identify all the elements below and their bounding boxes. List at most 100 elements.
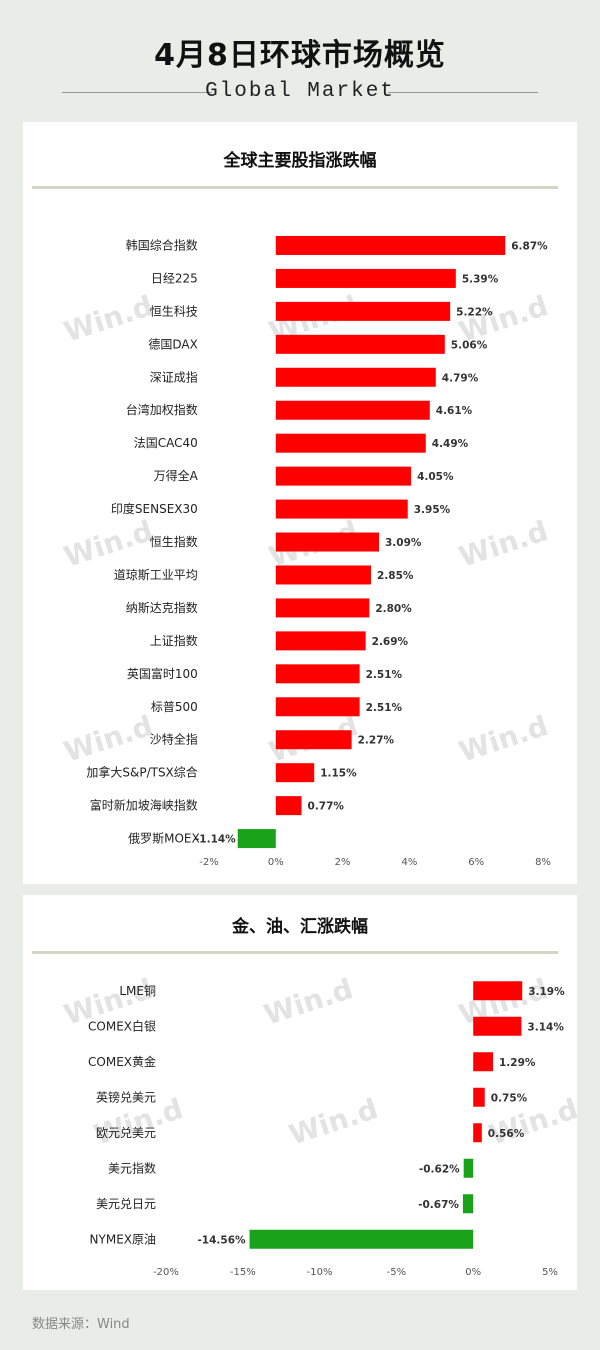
commodity-bar [473, 1016, 522, 1036]
stock-value-label: 5.22% [456, 306, 493, 318]
commodity-tick-label: 0% [465, 1267, 481, 1278]
commodity-category-label: 美元兑日元 [96, 1197, 156, 1211]
commodity-bar [473, 981, 523, 1001]
stock-category-label: 深证成指 [150, 369, 198, 384]
commodity-tick-label: 5% [542, 1267, 558, 1278]
stock-watermark: Win.d [455, 514, 552, 574]
commodity-watermark: Win.d [260, 972, 357, 1032]
header: 4月8日环球市场概览 Global Market [0, 0, 600, 122]
commodity-watermark: Win.d [285, 1092, 382, 1152]
commodity-tick-label: -20% [153, 1267, 179, 1278]
commodity-category-label: COMEX黄金 [88, 1054, 156, 1069]
stock-category-label: 上证指数 [150, 633, 198, 648]
commodity-bar [463, 1158, 474, 1178]
stock-value-label: 4.79% [442, 372, 479, 384]
stock-value-label: 4.05% [417, 471, 454, 483]
stock-tick-label: 2% [335, 857, 351, 868]
commodity-bar [473, 1123, 482, 1143]
stock-watermark: Win.d [60, 709, 157, 769]
stock-value-label: 1.15% [320, 768, 357, 780]
stock-bar [275, 235, 506, 255]
stock-value-label: 5.06% [451, 339, 488, 351]
stock-tick-label: 0% [268, 857, 284, 868]
stock-category-label: 德国DAX [148, 336, 197, 351]
stock-value-label: 2.27% [358, 735, 395, 747]
stock-value-label: 2.80% [375, 603, 412, 615]
stock-watermark: Win.d [60, 289, 157, 349]
commodity-value-label: 0.56% [488, 1128, 525, 1140]
stock-bar [275, 433, 426, 453]
commodity-tick-label: -10% [307, 1267, 333, 1278]
commodity-category-label: 欧元兑美元 [96, 1126, 156, 1140]
stock-bar [275, 631, 366, 651]
stock-category-label: 标普500 [151, 700, 198, 714]
stock-chart-title: 全球主要股指涨跌幅 [223, 151, 377, 171]
subtitle-row: Global Market [62, 78, 538, 106]
stock-watermark: Win.d [455, 709, 552, 769]
commodity-bar [473, 1052, 494, 1072]
stock-value-label: -1.14% [195, 834, 236, 846]
stock-bar [275, 598, 370, 618]
stock-index-chart: Win.dWin.dWin.dWin.dWin.dWin.dWin.dWin.d… [60, 235, 552, 868]
stock-tick-label: 8% [535, 857, 551, 868]
stock-bar [275, 466, 412, 486]
commodity-tick-label: -15% [230, 1267, 256, 1278]
stock-tick-label: -2% [199, 857, 218, 868]
stock-value-label: 2.69% [372, 636, 409, 648]
commodity-category-label: COMEX白银 [88, 1018, 156, 1033]
stock-category-label: 沙特全指 [150, 732, 198, 747]
stock-bar [237, 829, 276, 849]
stock-bar [275, 400, 430, 420]
stock-category-label: 韩国综合指数 [126, 237, 198, 252]
stock-category-label: 台湾加权指数 [126, 402, 198, 417]
stock-bar [275, 730, 352, 750]
stock-watermark: Win.d [60, 514, 157, 574]
stock-tick-label: 6% [468, 857, 484, 868]
commodity-value-label: -0.67% [418, 1199, 459, 1211]
subtitle-line-right [388, 92, 538, 93]
commodity-value-label: 0.75% [491, 1092, 528, 1104]
stock-category-label: 恒生指数 [150, 534, 198, 549]
stock-category-label: 俄罗斯MOEX [128, 832, 200, 846]
commodity-bar [462, 1194, 474, 1214]
page-subtitle: Global Market [205, 80, 395, 103]
commodity-category-label: LME铜 [119, 983, 156, 998]
stock-bar [275, 268, 456, 288]
stock-bar [275, 763, 315, 783]
stock-value-label: 3.95% [414, 504, 451, 516]
stock-category-label: 法国CAC40 [134, 436, 198, 450]
stock-bar [275, 697, 360, 717]
stock-bar [275, 565, 371, 585]
stock-chart-rule [32, 186, 558, 189]
stock-value-label: 2.51% [366, 669, 403, 681]
stock-category-label: 富时新加坡海峡指数 [90, 798, 198, 813]
commodity-bar [249, 1229, 474, 1249]
commodity-chart-rule [32, 951, 558, 954]
stock-value-label: 4.61% [436, 405, 473, 417]
stock-value-label: 5.39% [462, 273, 499, 285]
stock-bar [275, 334, 445, 354]
stock-value-label: 6.87% [511, 240, 548, 252]
stock-tick-label: 4% [401, 857, 417, 868]
commodity-value-label: -0.62% [419, 1163, 460, 1175]
stock-bar [275, 301, 451, 321]
commodity-category-label: NYMEX原油 [90, 1232, 156, 1246]
subtitle-line-left [62, 92, 212, 93]
stock-category-label: 纳斯达克指数 [126, 600, 198, 615]
stock-value-label: 4.49% [432, 438, 469, 450]
stock-value-label: 0.77% [308, 801, 345, 813]
stock-bar [275, 796, 302, 816]
page-title: 4月8日环球市场概览 [154, 38, 446, 73]
commodity-tick-label: -5% [387, 1267, 406, 1278]
commodity-fx-card: 金、油、汇涨跌幅 Win.d Win.d Win.d Win.d Win.d Win.d L… [23, 895, 577, 1290]
stock-value-label: 2.85% [377, 570, 414, 582]
stock-category-label: 道琼斯工业平均 [114, 567, 198, 582]
commodity-value-label: 3.14% [527, 1021, 564, 1033]
stock-bar [275, 499, 408, 519]
stock-category-label: 恒生科技 [150, 304, 198, 318]
commodity-value-label: 3.19% [528, 986, 565, 998]
stock-value-label: 2.51% [366, 702, 403, 714]
stock-category-label: 加拿大S&P/TSX综合 [86, 765, 197, 780]
stock-bar [275, 664, 360, 684]
